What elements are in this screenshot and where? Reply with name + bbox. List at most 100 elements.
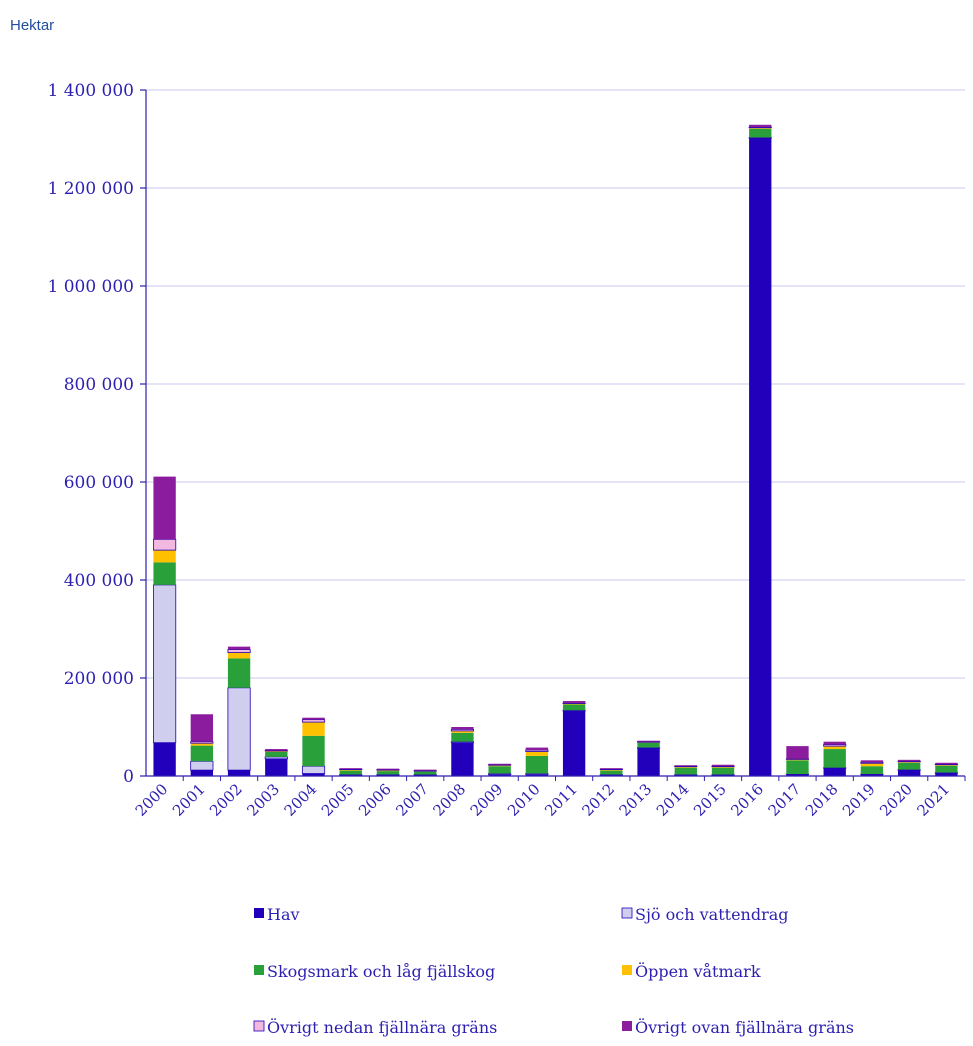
y-tick-label: 1 200 000 (47, 179, 134, 199)
legend-swatch (254, 908, 264, 918)
bar-segment-1-2006 (377, 775, 399, 776)
x-tick-label: 2001 (169, 780, 209, 820)
bar-segment-1-2007 (414, 775, 436, 776)
x-tick-label: 2019 (839, 780, 879, 820)
bar-segment-0-2002 (228, 770, 250, 776)
bar-segment-1-2000 (153, 585, 175, 743)
bar-segment-1-2020 (898, 770, 920, 771)
legend-label: Övrigt nedan fjällnära gräns (267, 1017, 497, 1037)
bar-segment-2-2014 (675, 768, 697, 775)
bar-segment-0-2018 (824, 768, 846, 776)
bar-segment-1-2010 (526, 774, 548, 775)
x-tick-label: 2020 (876, 780, 916, 820)
bar-segment-4-2011 (563, 703, 585, 704)
bar-segment-2-2007 (414, 772, 436, 775)
bar-segment-5-2016 (749, 125, 771, 127)
bar-segment-1-2011 (563, 710, 585, 711)
y-tick-label: 400 000 (64, 571, 134, 591)
bar-segment-1-2018 (824, 768, 846, 769)
bar-segment-4-2000 (153, 539, 175, 550)
x-tick-label: 2018 (802, 780, 842, 820)
y-unit-label: Hektar (10, 17, 54, 34)
x-tick-label: 2002 (206, 780, 246, 820)
bar-segment-2-2021 (935, 766, 957, 773)
x-tick-label: 2015 (690, 780, 730, 820)
bar-segment-5-2007 (414, 770, 436, 771)
y-tick-label: 1 400 000 (47, 81, 134, 101)
bar-segment-2-2012 (600, 771, 622, 775)
bar-segment-5-2002 (228, 647, 250, 650)
bar-segment-4-2007 (414, 771, 436, 772)
y-tick-labels: 0 200 000 400 000 600 000 800 000 1 000 000 1 … (47, 81, 134, 787)
x-tick-label: 2016 (727, 780, 767, 820)
bar-segment-0-2001 (191, 770, 213, 776)
bar-segment-5-2008 (451, 727, 473, 729)
bar-segment-0-2020 (898, 770, 920, 776)
bar-segment-4-2017 (786, 759, 808, 760)
x-tick-label: 2021 (913, 780, 953, 820)
bar-segment-1-2012 (600, 775, 622, 776)
bar-segment-5-2012 (600, 768, 622, 769)
bar-segment-4-2008 (451, 729, 473, 730)
legend-swatch (254, 1021, 264, 1031)
bar-segment-4-2016 (749, 127, 771, 128)
bar-segment-4-2001 (191, 742, 213, 743)
bar-segment-5-2003 (265, 749, 287, 750)
bar-segment-2-2013 (637, 743, 659, 748)
x-tick-label: 2004 (281, 780, 321, 820)
x-tick-label: 2007 (392, 780, 432, 820)
legend-label: Öppen våtmark (635, 961, 761, 981)
bar-segment-5-2009 (488, 764, 510, 765)
legend-swatch (622, 1021, 632, 1031)
bar-segment-3-2004 (302, 722, 324, 736)
bar-segment-2-2020 (898, 763, 920, 770)
bar-segment-4-2002 (228, 650, 250, 653)
bar-segment-3-2010 (526, 752, 548, 756)
bar-segment-2-2008 (451, 733, 473, 742)
bar-segment-5-2017 (786, 746, 808, 759)
x-tick-label: 2012 (578, 780, 618, 820)
bar-segment-5-2011 (563, 701, 585, 703)
bar-segment-2-2004 (302, 736, 324, 766)
bar-segment-1-2021 (935, 773, 957, 774)
bar-segment-5-2018 (824, 742, 846, 745)
bar-segment-2-2016 (749, 129, 771, 138)
x-tick-label: 2005 (318, 780, 358, 820)
bar-segment-4-2013 (637, 742, 659, 743)
bar-segment-4-2003 (265, 751, 287, 752)
bar-segment-2-2006 (377, 771, 399, 774)
bar-segment-4-2009 (488, 765, 510, 766)
y-tick-label: 0 (123, 767, 134, 787)
legend-label: Skogsmark och låg fjällskog (267, 962, 495, 981)
bar-segment-1-2004 (302, 766, 324, 773)
bar-segment-4-2014 (675, 766, 697, 767)
bar-segment-2-2005 (340, 771, 362, 775)
bar-segment-5-2000 (153, 477, 175, 540)
bar-segment-5-2015 (712, 765, 734, 766)
bar-segment-2-2000 (153, 562, 175, 585)
bar-segment-4-2018 (824, 745, 846, 746)
bar-segment-4-2020 (898, 761, 920, 762)
bar-segment-1-2016 (749, 138, 771, 139)
x-tick-label: 2000 (132, 780, 172, 820)
bar-segment-1-2019 (861, 774, 883, 775)
bar-segment-1-2003 (265, 757, 287, 759)
bar-segment-1-2014 (675, 775, 697, 776)
bar-segment-5-2013 (637, 741, 659, 742)
x-tick-label: 2013 (616, 780, 656, 820)
bar-segment-0-2011 (563, 711, 585, 776)
bar-segment-1-2001 (191, 761, 213, 770)
x-tick-label: 2003 (243, 780, 283, 820)
bar-segment-2-2003 (265, 752, 287, 757)
legend-swatch (622, 965, 632, 975)
bar-segment-4-2019 (861, 762, 883, 763)
x-tick-label: 2017 (765, 780, 805, 820)
bar-segment-2-2018 (824, 749, 846, 768)
bar-segment-3-2000 (153, 550, 175, 562)
bar-segment-5-2001 (191, 714, 213, 741)
bar-segment-4-2010 (526, 750, 548, 751)
legend: Hav Sjö och vattendragSkogsmark och låg f… (254, 905, 854, 1037)
legend-swatch (254, 965, 264, 975)
legend-label: Hav (267, 905, 300, 924)
